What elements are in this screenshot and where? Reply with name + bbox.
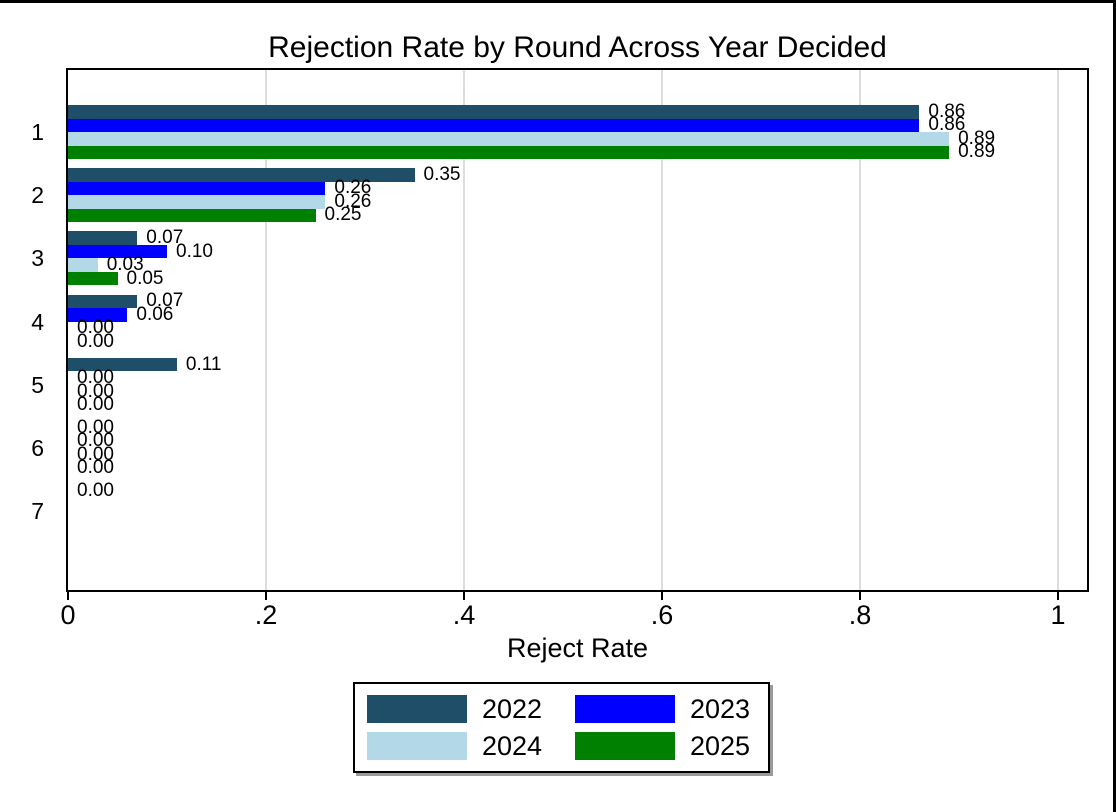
- bar-2023-round-3: [68, 244, 167, 259]
- legend-swatch-2022: [367, 694, 467, 723]
- bar-2024-round-3: [68, 258, 98, 272]
- y-category-label-3: 3: [31, 245, 44, 272]
- bar-value-label: 0.86: [928, 100, 966, 122]
- gridline: [859, 70, 861, 590]
- bar-2024-round-2: [68, 195, 326, 209]
- bar-2022-round-5: [68, 357, 177, 372]
- bar-value-label: 0.89: [958, 141, 996, 163]
- bar-2024-round-1: [68, 132, 950, 146]
- y-category-label-7: 7: [31, 498, 44, 525]
- bar-value-label: 0.11: [185, 353, 222, 375]
- legend-item-2024: 2024: [367, 731, 575, 762]
- x-tick-label: 0: [60, 600, 76, 630]
- chart-title: Rejection Rate by Round Across Year Deci…: [268, 31, 887, 64]
- bar-value-label: 0.00: [77, 430, 114, 452]
- legend-item-2023: 2023: [575, 693, 780, 724]
- legend-label: 2023: [690, 693, 751, 724]
- plot-area: 0.86 0.86 0.89 0.89 0.35 0.26 0.26 0.25 0.07 0.10…: [66, 68, 1089, 592]
- bar-value-label: 0.00: [77, 479, 114, 501]
- x-tick-label: .8: [848, 600, 872, 630]
- bar-2022-round-2: [68, 168, 415, 182]
- legend-item-2025: 2025: [575, 731, 780, 762]
- y-category-label-4: 4: [31, 308, 44, 335]
- x-tick-mark: [463, 592, 465, 600]
- page-edge-right: [1113, 0, 1116, 812]
- bar-value-label: 0.00: [77, 457, 114, 479]
- bar-2023-round-2: [68, 181, 326, 196]
- legend-label: 2024: [482, 731, 543, 762]
- bar-value-label: 0.00: [77, 443, 114, 465]
- bar-value-label: 0.10: [176, 240, 213, 262]
- bar-value-label: 0.00: [77, 380, 114, 402]
- gridline: [463, 70, 465, 590]
- bar-2023-round-4: [68, 308, 128, 322]
- bar-2025-round-1: [68, 145, 950, 159]
- x-tick-label: .6: [650, 600, 674, 630]
- bar-2022-round-3: [68, 231, 138, 245]
- bar-value-label: 0.07: [146, 290, 184, 312]
- bar-value-label: 0.06: [136, 303, 174, 325]
- legend-item-2022: 2022: [367, 693, 575, 724]
- x-axis-title: Reject Rate: [506, 633, 649, 663]
- bar-value-label: 0.26: [334, 190, 372, 212]
- legend: 2022 2023 2024 2025: [353, 682, 770, 773]
- bar-value-label: 0.00: [77, 330, 114, 352]
- bar-value-label: 0.00: [77, 317, 114, 339]
- bar-value-label: 0.00: [77, 394, 114, 416]
- gridline: [265, 70, 267, 590]
- bar-2025-round-3: [68, 271, 118, 286]
- legend-label: 2022: [482, 693, 543, 724]
- bar-2022-round-4: [68, 294, 138, 309]
- page-edge-top: [0, 0, 1116, 3]
- x-tick-mark: [859, 592, 861, 600]
- bar-value-label: 0.07: [146, 227, 184, 249]
- gridline: [1057, 70, 1059, 590]
- bar-value-label: 0.05: [126, 267, 164, 289]
- bar-value-label: 0.03: [106, 254, 144, 276]
- x-tick-mark: [661, 592, 663, 600]
- x-tick-mark: [67, 592, 69, 600]
- y-category-label-2: 2: [31, 182, 44, 209]
- x-tick-label: .2: [254, 600, 278, 630]
- bar-value-label: 0.00: [77, 367, 114, 389]
- y-category-label-1: 1: [31, 119, 44, 145]
- x-tick-mark: [265, 592, 267, 600]
- bar-value-label: 0.89: [958, 127, 996, 149]
- bar-2023-round-1: [68, 118, 920, 132]
- bar-value-label: 0.35: [423, 163, 461, 185]
- legend-swatch-2024: [367, 732, 467, 761]
- bar-value-label: 0.26: [334, 177, 372, 199]
- bar-value-label: 0.25: [324, 204, 362, 226]
- y-category-label-6: 6: [31, 435, 44, 461]
- x-tick-label: .4: [452, 600, 476, 630]
- bar-value-label: 0.00: [77, 416, 114, 438]
- x-tick-label: 1: [1050, 600, 1066, 630]
- bar-value-label: 0.86: [928, 114, 966, 136]
- y-category-label-5: 5: [31, 371, 44, 398]
- legend-swatch-2023: [575, 694, 675, 723]
- bar-2025-round-2: [68, 208, 316, 223]
- x-tick-mark: [1057, 592, 1059, 600]
- legend-swatch-2025: [575, 732, 675, 761]
- bar-2022-round-1: [68, 105, 920, 119]
- gridline: [661, 70, 663, 590]
- legend-label: 2025: [690, 731, 751, 762]
